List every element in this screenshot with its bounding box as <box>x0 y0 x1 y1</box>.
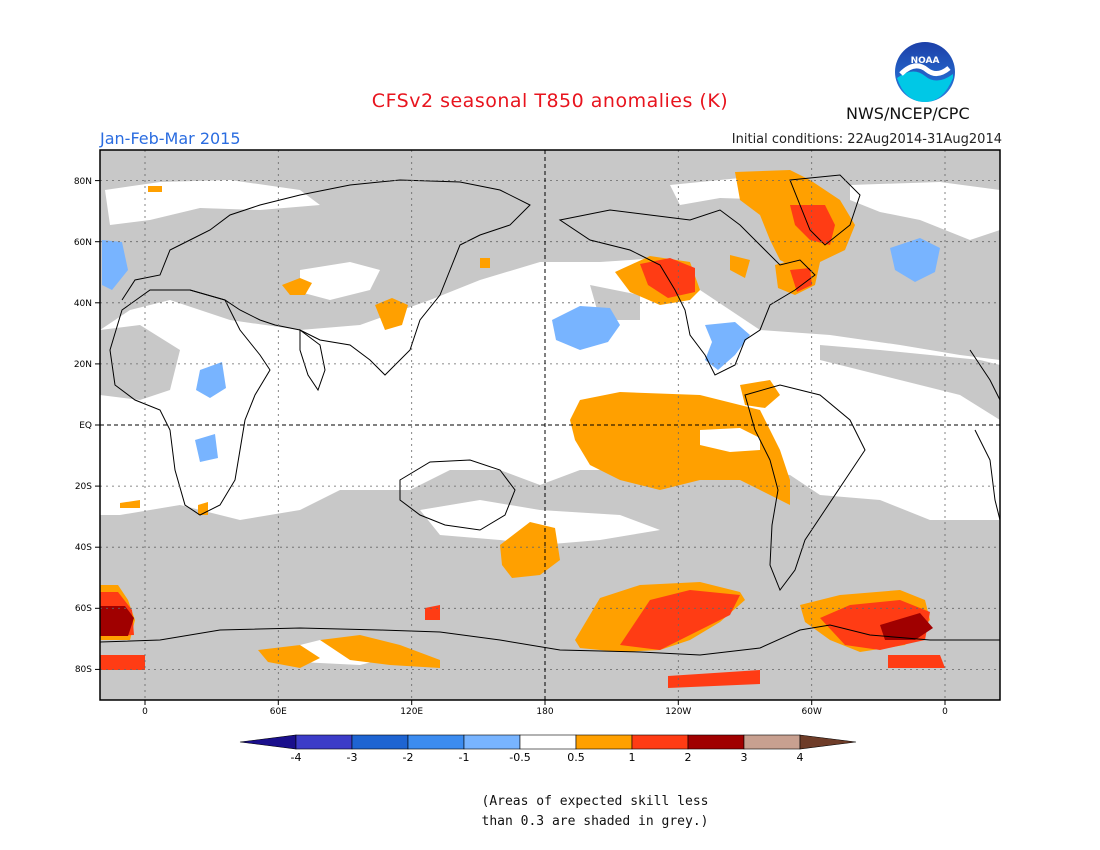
legend-label: 0.5 <box>567 751 585 764</box>
anomaly-map: 80N 60N 40N 20N EQ 20S 40S 60S 80S 0 60E… <box>74 149 1001 717</box>
legend-label: -4 <box>291 751 302 764</box>
legend-swatch <box>799 734 857 750</box>
legend-swatch <box>519 734 577 750</box>
lat-label: 60S <box>75 604 92 614</box>
skill-footnote: (Areas of expected skill less than 0.3 a… <box>0 792 1100 832</box>
color-legend: -4 -3 -2 -1 -0.5 0.5 1 2 3 4 <box>239 734 857 764</box>
lon-label: 60E <box>270 707 287 717</box>
el-nino-warm-anomaly <box>570 392 790 505</box>
legend-label: 1 <box>629 751 636 764</box>
lon-label: 180 <box>536 707 553 717</box>
lon-label: 0 <box>942 707 948 717</box>
legend-swatch <box>575 734 633 750</box>
lon-label: 120W <box>665 707 691 717</box>
legend-label: 4 <box>797 751 804 764</box>
forecast-period: Jan-Feb-Mar 2015 <box>100 129 241 148</box>
north-pacific-cold-anomaly <box>552 306 620 350</box>
footnote-line: than 0.3 are shaded in grey.) <box>481 814 709 829</box>
legend-label: -0.5 <box>509 751 530 764</box>
legend-label: 3 <box>741 751 748 764</box>
map-title: CFSv2 seasonal T850 anomalies (K) <box>371 90 729 112</box>
agency-label: NWS/NCEP/CPC <box>846 104 970 123</box>
lat-label: 40S <box>75 543 92 553</box>
legend-swatch <box>295 734 353 750</box>
legend-swatch <box>407 734 465 750</box>
noaa-logo-icon: NOAA <box>895 42 955 102</box>
initial-conditions: Initial conditions: 22Aug2014-31Aug2014 <box>731 132 1002 147</box>
legend-swatch <box>631 734 689 750</box>
lat-label: 60N <box>74 238 92 248</box>
lon-label: 0 <box>142 707 148 717</box>
lat-label: 80S <box>75 665 92 675</box>
coastlines <box>100 174 1000 656</box>
legend-swatch <box>351 734 409 750</box>
legend-swatch <box>463 734 521 750</box>
legend-label: 2 <box>685 751 692 764</box>
footnote-line: (Areas of expected skill less <box>481 794 709 809</box>
legend-label: -2 <box>403 751 414 764</box>
lat-label: 20S <box>75 482 92 492</box>
lon-label: 60W <box>802 707 822 717</box>
legend-label: -1 <box>459 751 470 764</box>
lat-label: 80N <box>74 177 92 187</box>
lat-label: EQ <box>79 421 92 431</box>
lon-label: 120E <box>400 707 423 717</box>
legend-label: -3 <box>347 751 358 764</box>
lat-label: 20N <box>74 360 92 370</box>
legend-swatch <box>239 734 297 750</box>
grid-lines <box>100 150 1000 700</box>
legend-swatch <box>743 734 801 750</box>
svg-text:NOAA: NOAA <box>911 56 940 66</box>
lat-label: 40N <box>74 299 92 309</box>
legend-swatch <box>687 734 745 750</box>
